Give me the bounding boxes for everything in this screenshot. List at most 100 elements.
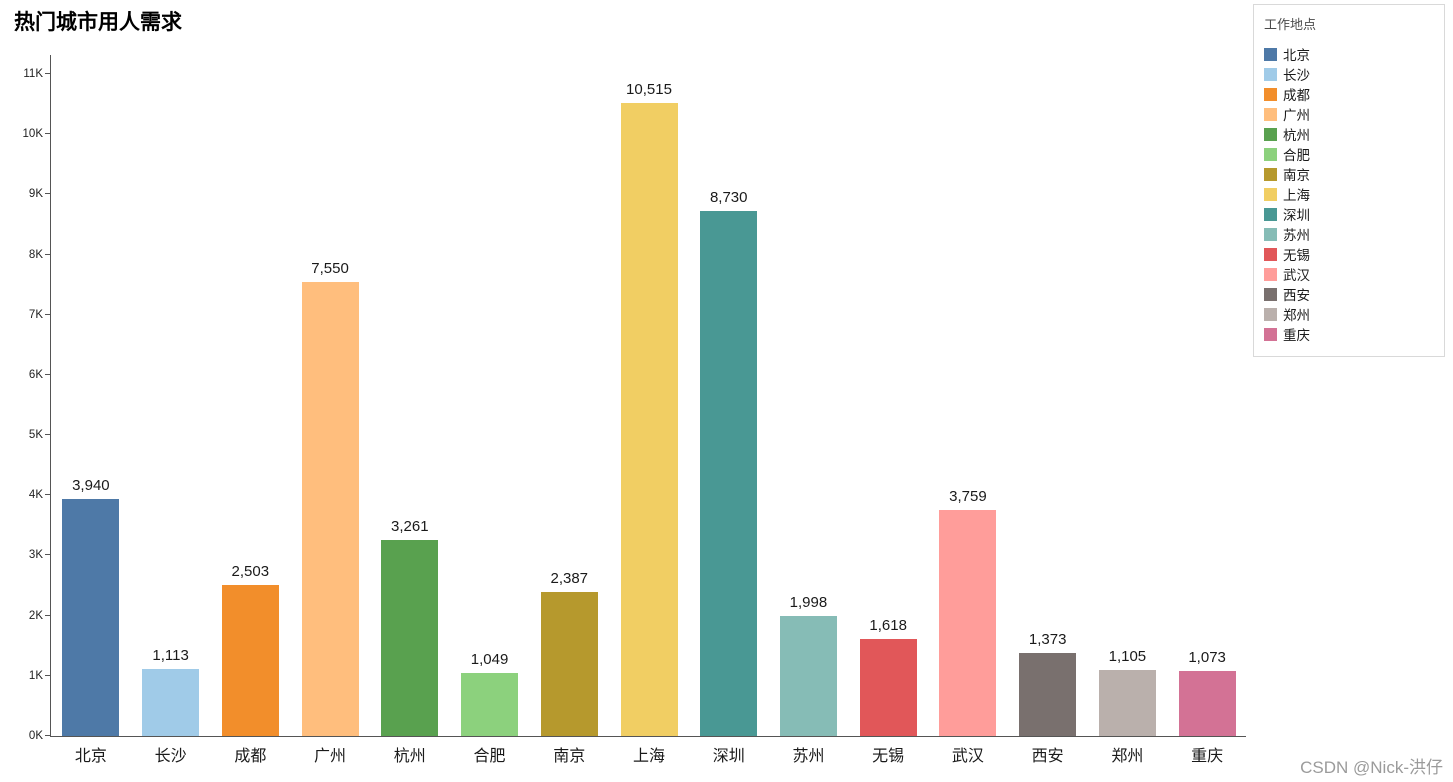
bar[interactable] bbox=[381, 539, 439, 736]
legend-swatch bbox=[1264, 307, 1277, 321]
legend-swatch bbox=[1264, 67, 1277, 81]
legend-swatch bbox=[1264, 147, 1277, 161]
legend-item[interactable]: 长沙 bbox=[1264, 64, 1438, 84]
bar[interactable] bbox=[62, 498, 120, 736]
legend-item[interactable]: 郑州 bbox=[1264, 304, 1438, 324]
y-tick-mark bbox=[45, 554, 50, 556]
bar[interactable] bbox=[540, 592, 598, 736]
bar[interactable] bbox=[939, 509, 997, 736]
y-tick-mark bbox=[45, 614, 50, 616]
legend-item-label: 南京 bbox=[1283, 168, 1310, 183]
y-tick-label: 0K bbox=[28, 730, 43, 742]
y-tick-label: 3K bbox=[28, 549, 43, 562]
legend-item-label: 苏州 bbox=[1283, 228, 1310, 243]
bar[interactable] bbox=[620, 103, 678, 736]
bar-value-label: 3,940 bbox=[72, 476, 110, 494]
legend-item-label: 西安 bbox=[1283, 288, 1310, 303]
y-tick-label: 8K bbox=[28, 248, 43, 261]
legend-item[interactable]: 苏州 bbox=[1264, 224, 1438, 244]
legend-swatch bbox=[1264, 247, 1277, 261]
y-tick-label: 5K bbox=[28, 429, 43, 442]
legend-item[interactable]: 无锡 bbox=[1264, 244, 1438, 264]
legend-item-label: 重庆 bbox=[1283, 328, 1310, 343]
bar[interactable] bbox=[1098, 669, 1156, 736]
bar-value-label: 1,373 bbox=[1028, 631, 1067, 649]
legend-item[interactable]: 深圳 bbox=[1264, 204, 1438, 224]
legend-item-label: 北京 bbox=[1283, 48, 1310, 63]
bar-value-label: 1,113 bbox=[152, 647, 189, 665]
legend-swatch bbox=[1264, 267, 1277, 281]
x-axis-label: 苏州 bbox=[792, 748, 825, 765]
legend-panel: 工作地点 北京长沙 成都广州 杭州 合肥南京上海深圳苏州无锡武汉西安 郑州重庆 bbox=[1253, 4, 1445, 357]
legend-item-label: 长沙 bbox=[1283, 68, 1310, 83]
bar-value-label: 2,387 bbox=[550, 570, 589, 588]
bar-value-label: 1,998 bbox=[789, 593, 828, 611]
bar[interactable] bbox=[142, 669, 200, 736]
legend-item[interactable]: 北京 bbox=[1264, 44, 1438, 64]
y-tick-label: 7K bbox=[28, 308, 43, 321]
legend-swatch bbox=[1264, 287, 1277, 301]
bar-value-label: 1,105 bbox=[1108, 647, 1147, 665]
legend-swatch bbox=[1264, 227, 1277, 241]
y-tick-label: 1K bbox=[28, 669, 43, 682]
legend-swatch bbox=[1264, 87, 1277, 101]
bar[interactable] bbox=[221, 585, 279, 736]
legend-item-label: 广州 bbox=[1283, 108, 1310, 123]
x-axis-label: 上海 bbox=[632, 748, 665, 765]
y-tick-label: 6K bbox=[28, 368, 43, 381]
legend-item[interactable]: 南京 bbox=[1264, 164, 1438, 184]
bar[interactable] bbox=[301, 281, 359, 736]
bar-value-label: 7,550 bbox=[311, 259, 349, 277]
legend-item-label: 深圳 bbox=[1283, 208, 1310, 223]
y-tick-mark bbox=[45, 73, 50, 74]
x-axis-label: 北京 bbox=[74, 748, 107, 765]
x-axis-label: 武汉 bbox=[951, 748, 984, 765]
legend-swatch bbox=[1264, 127, 1277, 141]
legend-item[interactable]: 广州 bbox=[1264, 104, 1438, 124]
y-tick-mark bbox=[45, 674, 50, 676]
bar-value-label: 10,515 bbox=[626, 81, 672, 99]
x-axis-label: 合肥 bbox=[473, 748, 506, 765]
bar[interactable] bbox=[700, 210, 758, 736]
legend-item[interactable]: 上海 bbox=[1264, 184, 1438, 204]
bar[interactable] bbox=[779, 615, 837, 736]
bar[interactable] bbox=[859, 638, 917, 736]
x-axis-label: 广州 bbox=[314, 748, 347, 765]
y-tick-mark bbox=[45, 313, 50, 315]
bar-value-label: 2,503 bbox=[231, 563, 270, 581]
chart-title: 热门城市用人需求 bbox=[14, 11, 182, 34]
legend-item[interactable]: 杭州 bbox=[1264, 124, 1438, 144]
legend-item[interactable]: 西安 bbox=[1264, 284, 1438, 304]
legend-item-label: 武汉 bbox=[1283, 268, 1310, 283]
x-axis-label: 南京 bbox=[553, 748, 586, 765]
y-tick-mark bbox=[45, 133, 50, 135]
x-axis-label: 西安 bbox=[1031, 748, 1064, 765]
legend-title: 工作地点 bbox=[1264, 17, 1317, 32]
bar-value-label: 3,261 bbox=[391, 517, 429, 535]
x-axis-label: 深圳 bbox=[712, 748, 745, 765]
bar[interactable] bbox=[1019, 653, 1077, 736]
legend-swatch bbox=[1264, 327, 1277, 341]
bar-value-label: 1,618 bbox=[869, 616, 907, 634]
x-axis-label: 郑州 bbox=[1111, 748, 1144, 765]
bar[interactable] bbox=[1178, 671, 1236, 736]
legend-item-label: 上海 bbox=[1283, 188, 1310, 203]
legend-item[interactable]: 合肥 bbox=[1264, 144, 1438, 164]
legend-item[interactable]: 武汉 bbox=[1264, 264, 1438, 284]
x-axis-label: 长沙 bbox=[154, 748, 187, 765]
legend-items: 北京长沙 成都广州 杭州 合肥南京上海深圳苏州无锡武汉西安 郑州重庆 bbox=[1264, 44, 1438, 344]
legend-swatch bbox=[1264, 47, 1277, 61]
x-axis-label: 杭州 bbox=[393, 748, 426, 765]
bar[interactable] bbox=[461, 672, 519, 736]
y-tick-label: 10K bbox=[22, 128, 43, 141]
y-tick-label: 11K bbox=[23, 68, 43, 80]
bar-value-label: 1,073 bbox=[1188, 649, 1226, 667]
y-tick-mark bbox=[45, 253, 50, 255]
legend-item-label: 无锡 bbox=[1283, 248, 1310, 263]
y-tick-mark bbox=[45, 434, 50, 436]
y-tick-label: 2K bbox=[28, 609, 43, 622]
legend-item[interactable]: 成都 bbox=[1264, 84, 1438, 104]
legend-item[interactable]: 重庆 bbox=[1264, 324, 1438, 344]
legend-swatch bbox=[1264, 207, 1277, 221]
